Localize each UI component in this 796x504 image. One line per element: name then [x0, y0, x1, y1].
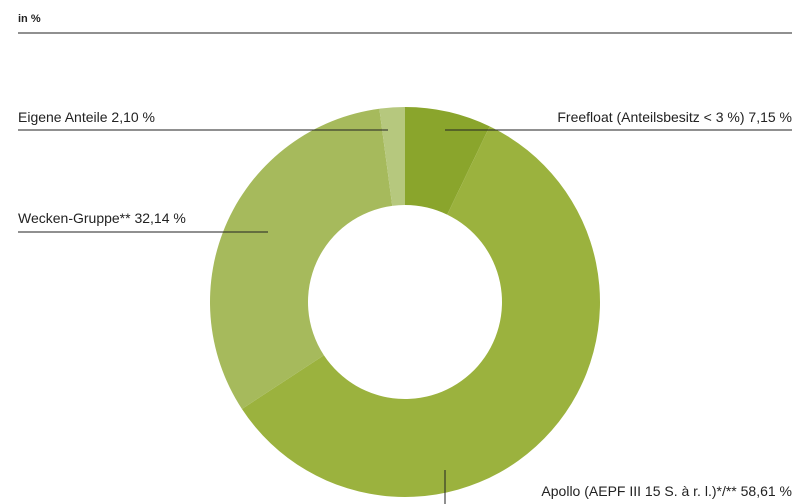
donut-segment — [379, 107, 405, 206]
segment-label: Freefloat (Anteilsbesitz < 3 %) 7,15 % — [557, 109, 792, 125]
chart-subtitle: in % — [18, 13, 41, 25]
segment-name: Wecken-Gruppe** — [18, 210, 131, 226]
segment-value: 58,61 % — [741, 483, 792, 499]
segment-value: 7,15 % — [748, 109, 792, 125]
donut-segment — [405, 107, 490, 215]
segment-name: Eigene Anteile — [18, 109, 108, 125]
segment-label: Apollo (AEPF III 15 S. à r. l.)*/** 58,6… — [541, 483, 792, 499]
segment-label: Eigene Anteile 2,10 % — [18, 109, 155, 125]
segment-name: Freefloat (Anteilsbesitz < 3 %) — [557, 109, 744, 125]
segment-name: Apollo (AEPF III 15 S. à r. l.)*/** — [541, 483, 737, 499]
segment-label: Wecken-Gruppe** 32,14 % — [18, 210, 186, 226]
segment-value: 32,14 % — [134, 210, 185, 226]
segment-value: 2,10 % — [111, 109, 155, 125]
donut-segment — [209, 108, 393, 409]
donut-segment — [241, 126, 601, 498]
